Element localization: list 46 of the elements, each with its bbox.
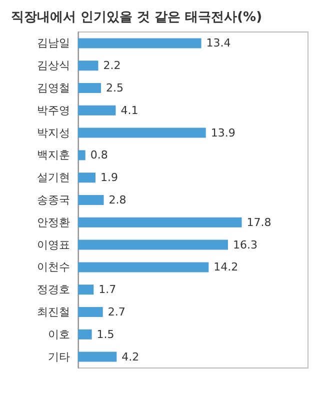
bar bbox=[78, 38, 202, 48]
data-label: 17.8 bbox=[246, 216, 272, 229]
data-label: 2.8 bbox=[108, 194, 126, 206]
bar bbox=[78, 352, 117, 362]
y-tick-label: 송종국 bbox=[37, 194, 70, 206]
bar bbox=[78, 60, 98, 71]
bar bbox=[78, 262, 209, 272]
data-label: 2.7 bbox=[108, 306, 126, 318]
bar bbox=[78, 240, 228, 250]
data-label: 13.4 bbox=[206, 36, 231, 50]
y-tick-label: 최진철 bbox=[37, 306, 70, 318]
data-label: 1.7 bbox=[98, 283, 116, 296]
data-label: 2.5 bbox=[106, 82, 124, 94]
chart-title: 직장내에서 인기있을 것 같은 태극전사(%) bbox=[11, 10, 262, 25]
data-label: 16.3 bbox=[232, 238, 258, 252]
bar bbox=[78, 150, 86, 160]
y-tick-label: 기타 bbox=[48, 350, 70, 364]
data-label: 4.2 bbox=[122, 350, 140, 364]
bar bbox=[78, 195, 104, 205]
bar bbox=[78, 329, 92, 340]
y-tick-label: 박주영 bbox=[37, 104, 70, 117]
y-tick-label: 이천수 bbox=[37, 260, 70, 274]
y-tick-label: 김영철 bbox=[37, 82, 70, 94]
y-tick-label: 설기현 bbox=[37, 171, 70, 184]
bar bbox=[78, 307, 103, 317]
data-label: 1.5 bbox=[96, 328, 114, 341]
bar bbox=[78, 217, 242, 228]
bar bbox=[78, 128, 206, 138]
y-tick-label: 안정환 bbox=[37, 216, 70, 229]
bar bbox=[78, 172, 96, 183]
data-label: 1.9 bbox=[100, 171, 118, 184]
y-tick-label: 이영표 bbox=[37, 238, 70, 252]
y-tick-label: 김남일 bbox=[37, 36, 70, 50]
bar bbox=[78, 284, 94, 295]
y-tick-label: 정경호 bbox=[37, 283, 70, 296]
data-label: 14.2 bbox=[214, 260, 238, 274]
y-tick-label: 이호 bbox=[48, 328, 70, 341]
data-label: 4.1 bbox=[120, 104, 138, 117]
data-label: 0.8 bbox=[90, 148, 108, 162]
data-label: 13.9 bbox=[210, 126, 236, 140]
data-label: 2.2 bbox=[103, 59, 121, 72]
bar bbox=[78, 105, 116, 116]
y-tick-label: 김상식 bbox=[37, 59, 70, 72]
bar bbox=[78, 83, 101, 93]
y-tick-label: 백지훈 bbox=[37, 148, 70, 162]
y-tick-label: 박지성 bbox=[37, 126, 70, 140]
